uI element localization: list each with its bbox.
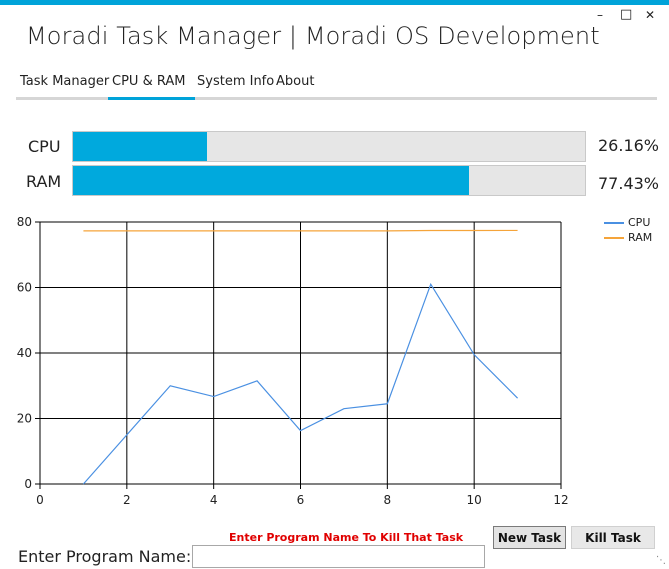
cpu-label: CPU: [28, 137, 61, 156]
legend-cpu-swatch: [604, 221, 624, 224]
ram-percent: 77.43%: [598, 174, 660, 193]
active-tab-indicator: [108, 97, 195, 100]
y-tick-label: 80: [17, 215, 32, 229]
ram-usage-bar: [72, 165, 586, 196]
x-tick-label: 12: [553, 493, 568, 507]
close-button[interactable]: ✕: [645, 8, 656, 22]
y-tick-label: 20: [17, 412, 32, 426]
window-accent-bar: [0, 0, 669, 5]
kill-task-hint: Enter Program Name To Kill That Task: [229, 531, 464, 544]
tab-cpu-ram[interactable]: CPU & RAM: [112, 74, 186, 89]
legend-ram-swatch: [604, 236, 624, 239]
x-tick-label: 10: [467, 493, 482, 507]
maximize-button[interactable]: □: [620, 7, 633, 22]
tab-system-info[interactable]: System Info: [197, 74, 275, 89]
minimize-button[interactable]: –: [597, 8, 603, 22]
y-tick-label: 60: [17, 281, 32, 295]
usage-line-chart: 0 2 4 6 8 10 12 0 20 40 60 80: [17, 215, 569, 507]
x-tick-label: 2: [123, 493, 131, 507]
program-name-input[interactable]: [192, 545, 485, 568]
cpu-percent: 26.16%: [598, 136, 660, 155]
tab-task-manager[interactable]: Task Manager: [20, 74, 110, 89]
x-tick-label: 4: [210, 493, 218, 507]
legend-cpu: CPU: [604, 216, 650, 229]
resize-grip-icon[interactable]: ⋱: [656, 555, 666, 566]
tab-divider: [16, 97, 657, 100]
program-name-label: Enter Program Name:: [18, 547, 192, 566]
ram-label: RAM: [26, 172, 62, 191]
window-title: Moradi Task Manager | Moradi OS Developm…: [26, 22, 600, 50]
ram-usage-fill: [73, 166, 470, 195]
cpu-usage-bar: [72, 131, 586, 162]
y-tick-label: 40: [17, 346, 32, 360]
x-tick-label: 6: [297, 493, 305, 507]
kill-task-button[interactable]: Kill Task: [571, 526, 655, 549]
x-tick-label: 8: [384, 493, 392, 507]
legend-cpu-label: CPU: [628, 216, 651, 229]
legend-ram: RAM: [604, 231, 652, 244]
new-task-button[interactable]: New Task: [493, 526, 566, 549]
legend-ram-label: RAM: [628, 231, 653, 244]
y-tick-label: 0: [24, 477, 32, 491]
series-line-cpu: [82, 282, 519, 485]
x-tick-label: 0: [36, 493, 44, 507]
cpu-usage-fill: [73, 132, 207, 161]
tab-about[interactable]: About: [276, 74, 315, 89]
